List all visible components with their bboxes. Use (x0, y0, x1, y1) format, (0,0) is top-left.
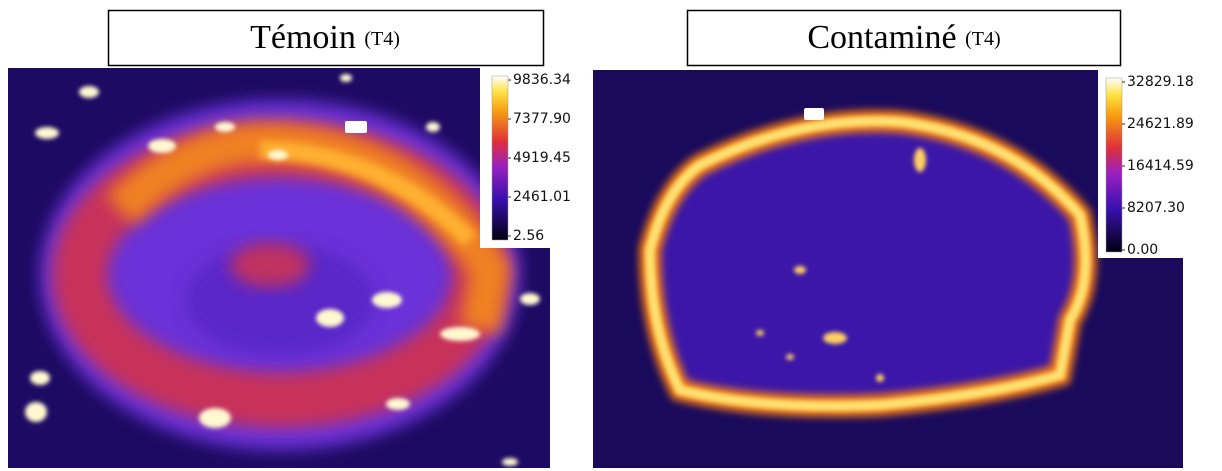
colorbar-tick-label: 8207.30 (1127, 200, 1185, 216)
colorbar-tick-label: 2461.01 (513, 189, 571, 205)
colorbar-tick-label: 32829.18 (1127, 74, 1194, 90)
colorbar (492, 76, 508, 240)
heatmap (8, 68, 550, 468)
colorbar-tick-label: 0.00 (1127, 242, 1158, 258)
colorbar-tick-label: 2.56 (513, 228, 544, 244)
colorbar-tick-label: 7377.90 (513, 111, 571, 127)
colorbar-tick-label: 24621.89 (1127, 116, 1194, 132)
colorbar-tick-label: 4919.45 (513, 150, 571, 166)
colorbar-tick-label: 9836.34 (513, 72, 571, 88)
figure: Témoin (T4) Contaminé (T4) (0, 0, 1222, 471)
colorbar (1106, 78, 1122, 252)
colorbar-tick-label: 16414.59 (1127, 158, 1194, 174)
heatmap (593, 70, 1183, 468)
